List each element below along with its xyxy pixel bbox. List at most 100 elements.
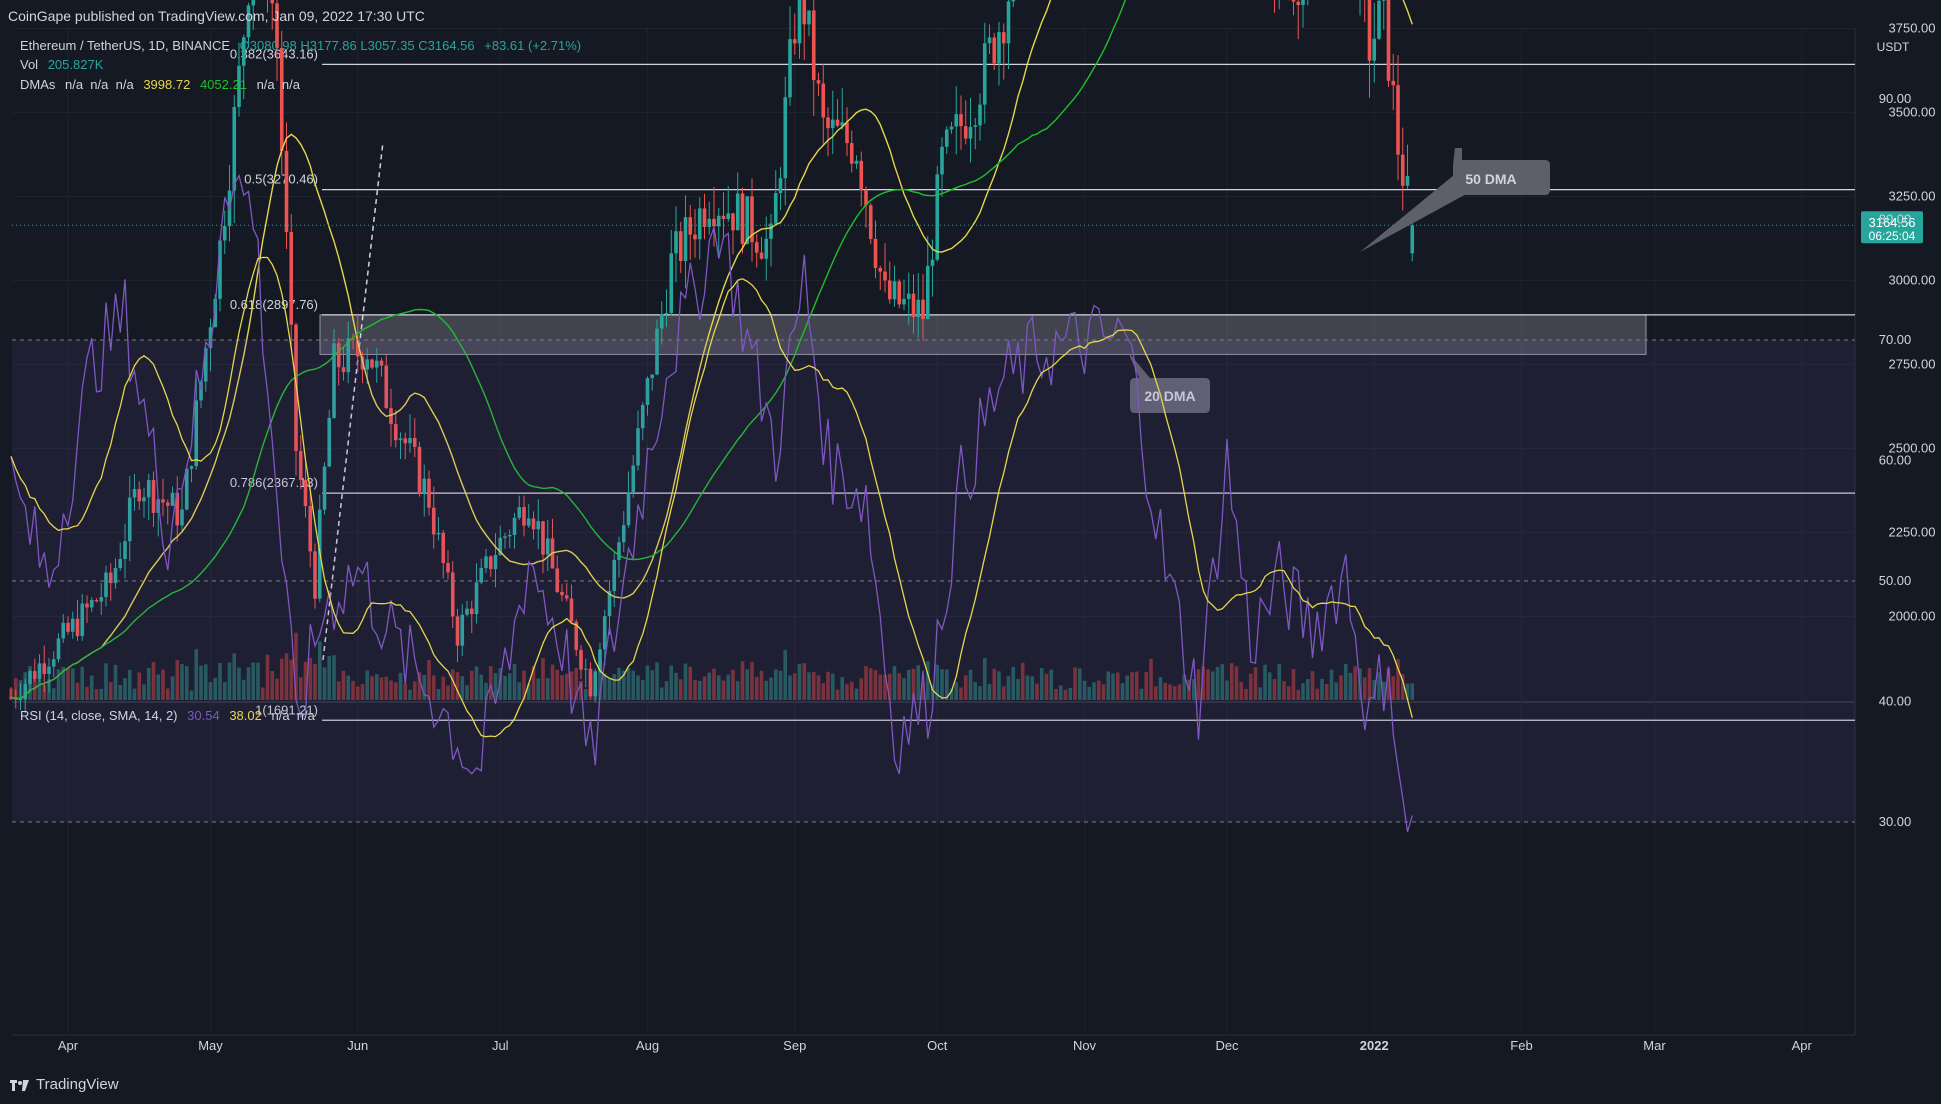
candle-body — [355, 339, 360, 357]
dma20-callout-box — [1130, 378, 1210, 413]
volume-bar — [583, 689, 588, 700]
volume-bar — [327, 656, 332, 700]
candle-body — [754, 242, 759, 253]
volume-bar — [778, 670, 783, 700]
volume-bar — [351, 681, 355, 700]
volume-bar — [1282, 681, 1286, 700]
volume-bar — [769, 677, 773, 700]
rsi-axis-label: 30.00 — [1879, 814, 1912, 829]
volume-bar — [1220, 664, 1225, 700]
candle-body — [89, 600, 94, 608]
volume-bar — [816, 675, 821, 700]
candle-body — [721, 215, 726, 219]
candle-body — [70, 618, 75, 632]
candle-body — [146, 480, 151, 498]
volume-bar — [89, 675, 94, 700]
volume-bar — [849, 681, 854, 700]
volume-bar — [873, 670, 878, 700]
candle-body — [417, 446, 422, 494]
candle-body — [327, 417, 332, 467]
candle-body — [184, 468, 189, 510]
candle-body — [693, 234, 697, 240]
volume-bar — [317, 641, 322, 700]
volume-bar — [332, 655, 336, 700]
volume-bar — [1115, 672, 1120, 700]
candle-body — [897, 281, 902, 305]
candle-body — [446, 563, 450, 573]
volume-bar — [1248, 673, 1253, 700]
volume-bar — [1291, 669, 1296, 700]
candle-body — [313, 551, 317, 599]
rsi-value: 30.54 — [187, 708, 220, 723]
candle-body — [788, 39, 792, 98]
volume-bar — [731, 669, 735, 700]
volume-bar — [1296, 689, 1301, 700]
dma-20-value: 3998.72 — [143, 77, 191, 92]
volume-bar — [279, 658, 284, 700]
volume-bar — [37, 676, 42, 700]
candle-body — [1011, 0, 1016, 2]
candle-body — [332, 343, 336, 418]
volume-bar — [564, 673, 569, 700]
candle-body — [759, 252, 764, 259]
volume-bar — [1301, 683, 1305, 700]
candle-body — [341, 367, 346, 373]
volume-bar — [42, 685, 47, 700]
volume-bar — [1244, 688, 1248, 700]
volume-bar — [683, 663, 688, 700]
volume-bar — [1101, 684, 1106, 700]
candle-body — [37, 663, 42, 679]
volume-bar — [1020, 662, 1025, 700]
candle-body — [726, 213, 731, 219]
candle-body — [161, 499, 165, 503]
candle-body — [802, 0, 807, 25]
volume-bar — [370, 676, 374, 700]
volume-bar — [1329, 669, 1334, 700]
change-value: +83.61 (+2.71%) — [484, 38, 582, 53]
candle-body — [769, 223, 773, 239]
volume-bar — [61, 666, 66, 700]
candle-body — [370, 359, 374, 368]
dma50-callout-pointer — [1360, 175, 1470, 252]
candle-body — [944, 129, 949, 147]
volume-bar — [935, 664, 940, 700]
volume-bar — [218, 663, 222, 700]
candle-body — [1372, 38, 1377, 61]
candle-body — [697, 208, 702, 240]
candle-body — [393, 424, 398, 441]
volume-bar — [674, 672, 678, 700]
volume-bar — [1239, 681, 1244, 700]
volume-bar — [70, 668, 75, 700]
volume-bar — [830, 673, 835, 700]
candle-body — [403, 438, 408, 444]
volume-bar — [821, 683, 826, 700]
volume-bar — [189, 690, 194, 700]
volume-bar — [826, 671, 830, 700]
volume-bar — [788, 675, 792, 700]
volume-bar — [379, 677, 384, 700]
price-axis-label: 2250.00 — [1889, 525, 1936, 540]
candle-body — [28, 671, 32, 684]
volume-bar — [365, 670, 370, 700]
candle-body — [878, 268, 883, 272]
candle-body — [588, 668, 593, 697]
volume-bar — [227, 662, 232, 700]
volume-bar — [265, 654, 270, 700]
volume-bar — [1153, 686, 1158, 700]
candle-body — [203, 348, 208, 382]
volume-bar — [550, 664, 555, 700]
open-value: O3080.98 — [239, 38, 297, 53]
candle-body — [807, 10, 811, 25]
volume-bar — [232, 653, 237, 700]
candle-body — [484, 556, 488, 568]
volume-bar — [194, 649, 199, 700]
candle-body — [18, 699, 23, 701]
candle-body — [412, 437, 417, 447]
candle-body — [940, 146, 944, 175]
candle-body — [232, 106, 237, 191]
candle-body — [640, 404, 645, 429]
volume-bar — [1125, 675, 1130, 700]
candle-body — [987, 37, 992, 44]
volume-bar — [688, 666, 693, 700]
candle-body — [251, 0, 256, 6]
